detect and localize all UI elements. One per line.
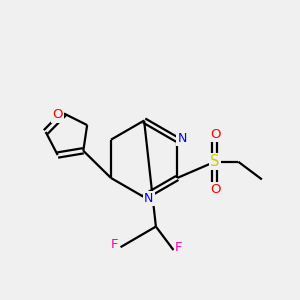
Text: N: N [177, 132, 187, 145]
Text: O: O [210, 128, 220, 141]
Text: F: F [175, 241, 183, 254]
Text: O: O [52, 109, 63, 122]
Text: F: F [110, 238, 118, 251]
Text: O: O [210, 183, 220, 196]
Text: S: S [210, 154, 220, 169]
Text: N: N [144, 192, 154, 205]
